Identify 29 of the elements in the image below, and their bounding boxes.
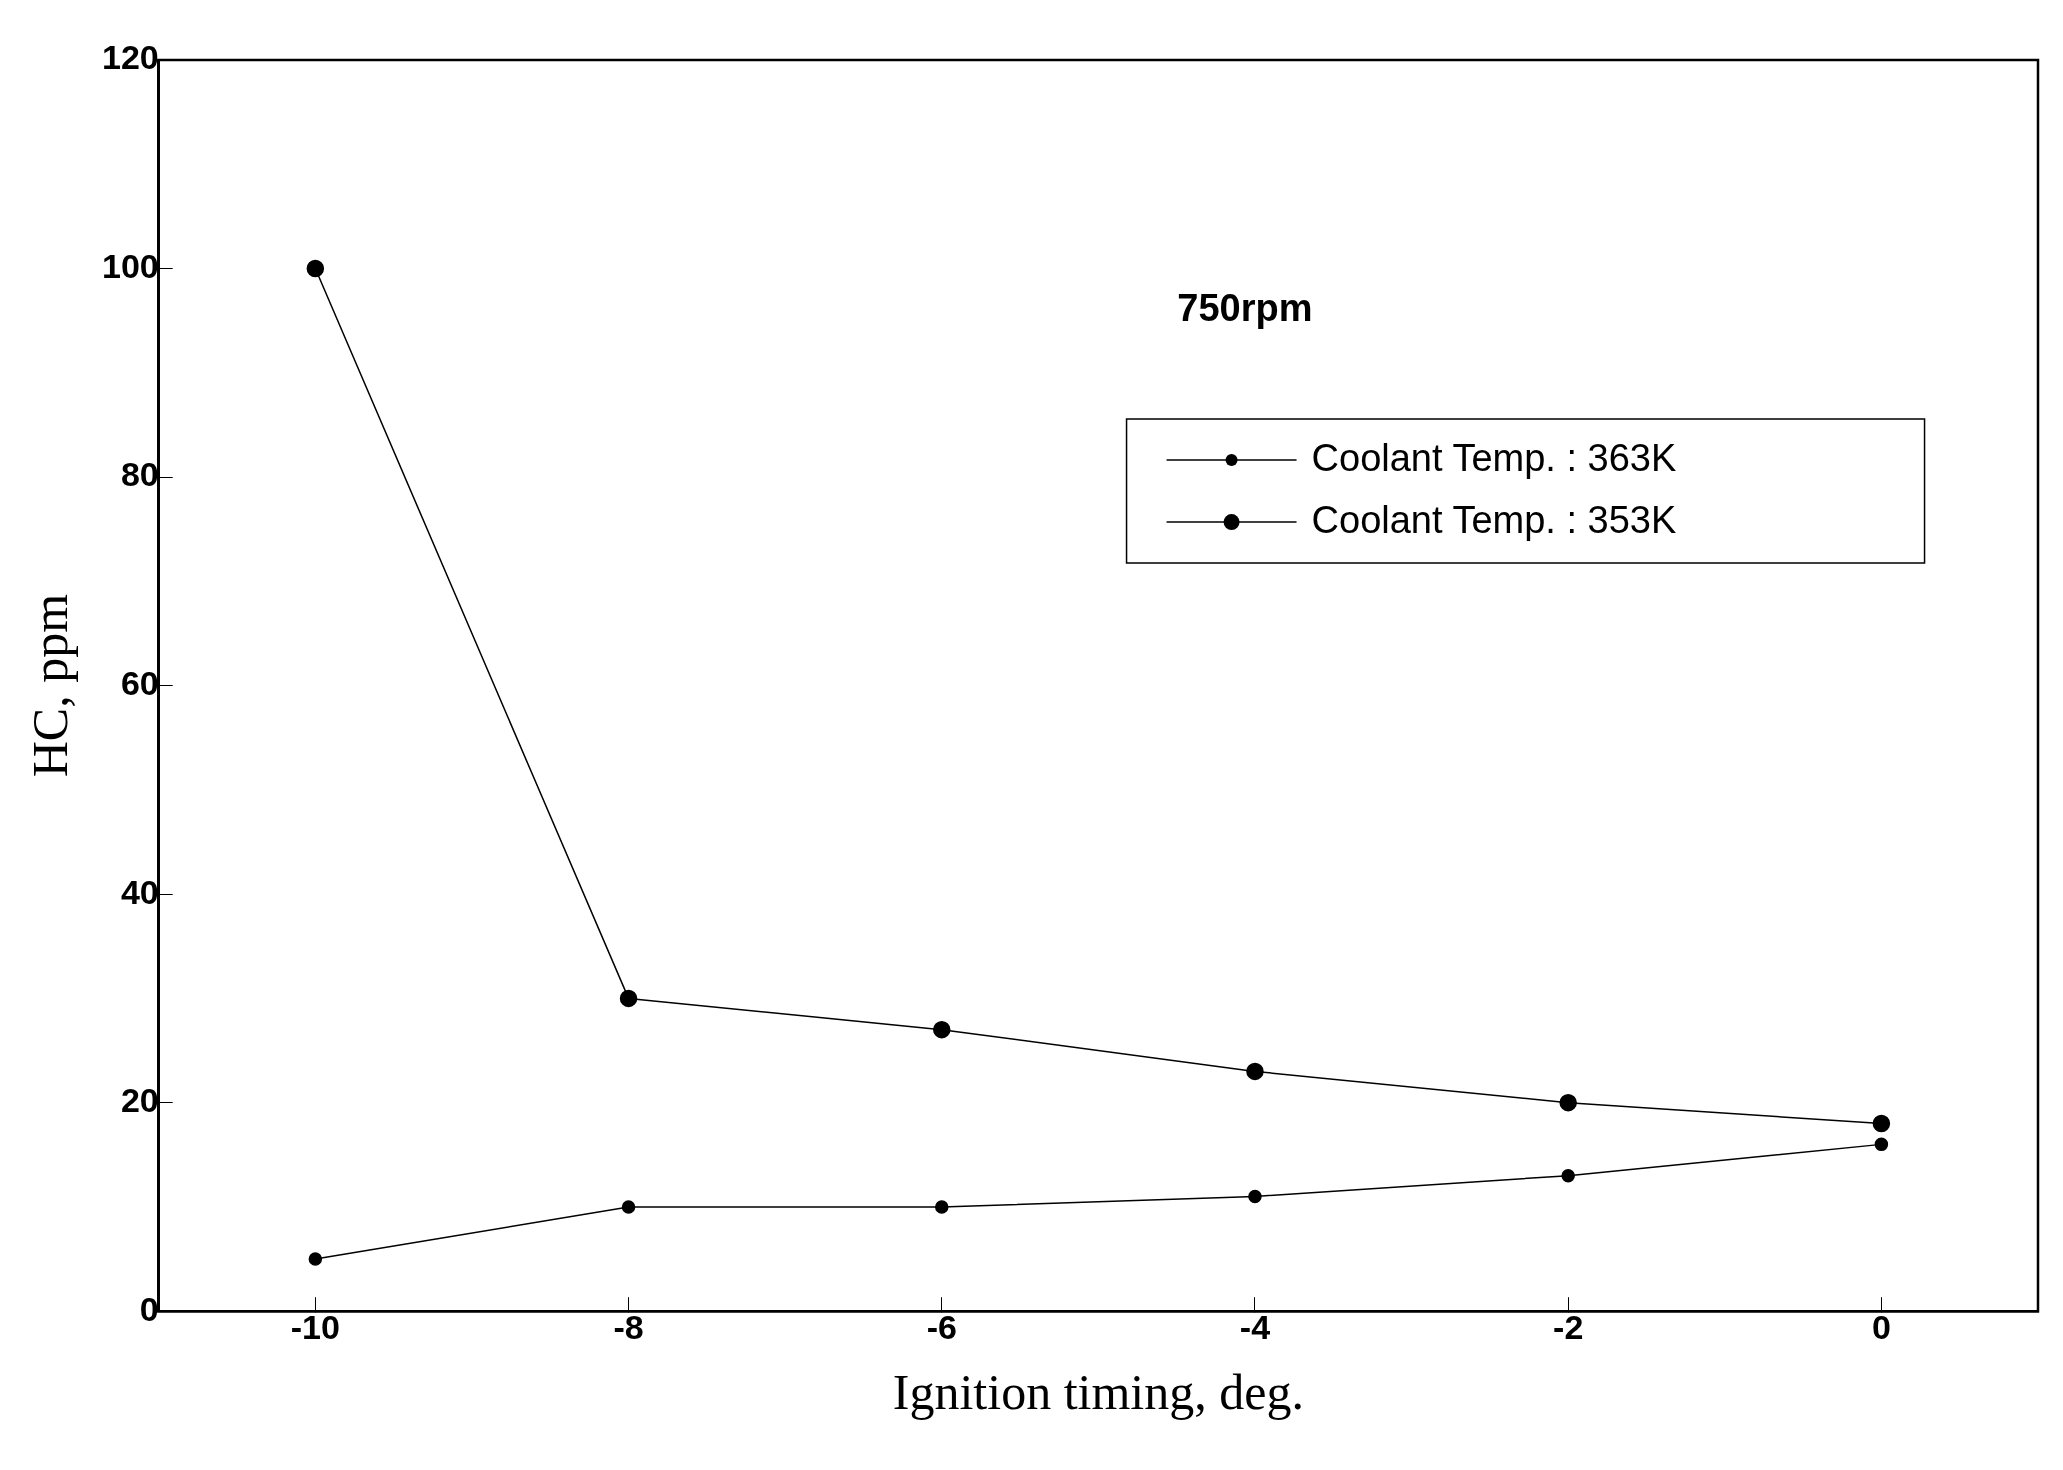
y-tick-label: 60: [120, 663, 159, 702]
x-tick-label: -2: [1553, 1307, 1584, 1346]
point: [1248, 1189, 1262, 1204]
x-axis-title: Ignition timing, deg.: [892, 1364, 1304, 1421]
point: [621, 1200, 636, 1214]
x-tick-label: -10: [290, 1307, 340, 1346]
point: [1872, 1114, 1891, 1133]
point: [1559, 1093, 1577, 1112]
y-tick-label: 100: [101, 246, 159, 285]
point: [1561, 1168, 1575, 1183]
annotation: 750rpm: [1177, 286, 1313, 329]
x-tick-label: -4: [1239, 1307, 1271, 1346]
y-axis-title: HC, ppm: [22, 593, 79, 778]
y-tick-label: 20: [120, 1081, 159, 1120]
x-tick-label: -6: [926, 1307, 957, 1346]
point: [306, 259, 325, 278]
legend-label: Coolant Temp. : 363K: [1311, 436, 1677, 479]
point: [1874, 1137, 1889, 1152]
y-tick-label: 120: [101, 38, 159, 77]
x-tick-label: -8: [613, 1307, 644, 1346]
point: [935, 1200, 949, 1214]
legend-label: Coolant Temp. : 353K: [1311, 498, 1677, 541]
point: [1246, 1062, 1264, 1081]
point: [308, 1252, 323, 1266]
x-tick-label: 0: [1871, 1307, 1891, 1346]
point: [933, 1020, 951, 1039]
y-tick-label: 40: [120, 872, 159, 911]
point: [619, 989, 638, 1008]
y-tick-label: 80: [120, 455, 159, 494]
